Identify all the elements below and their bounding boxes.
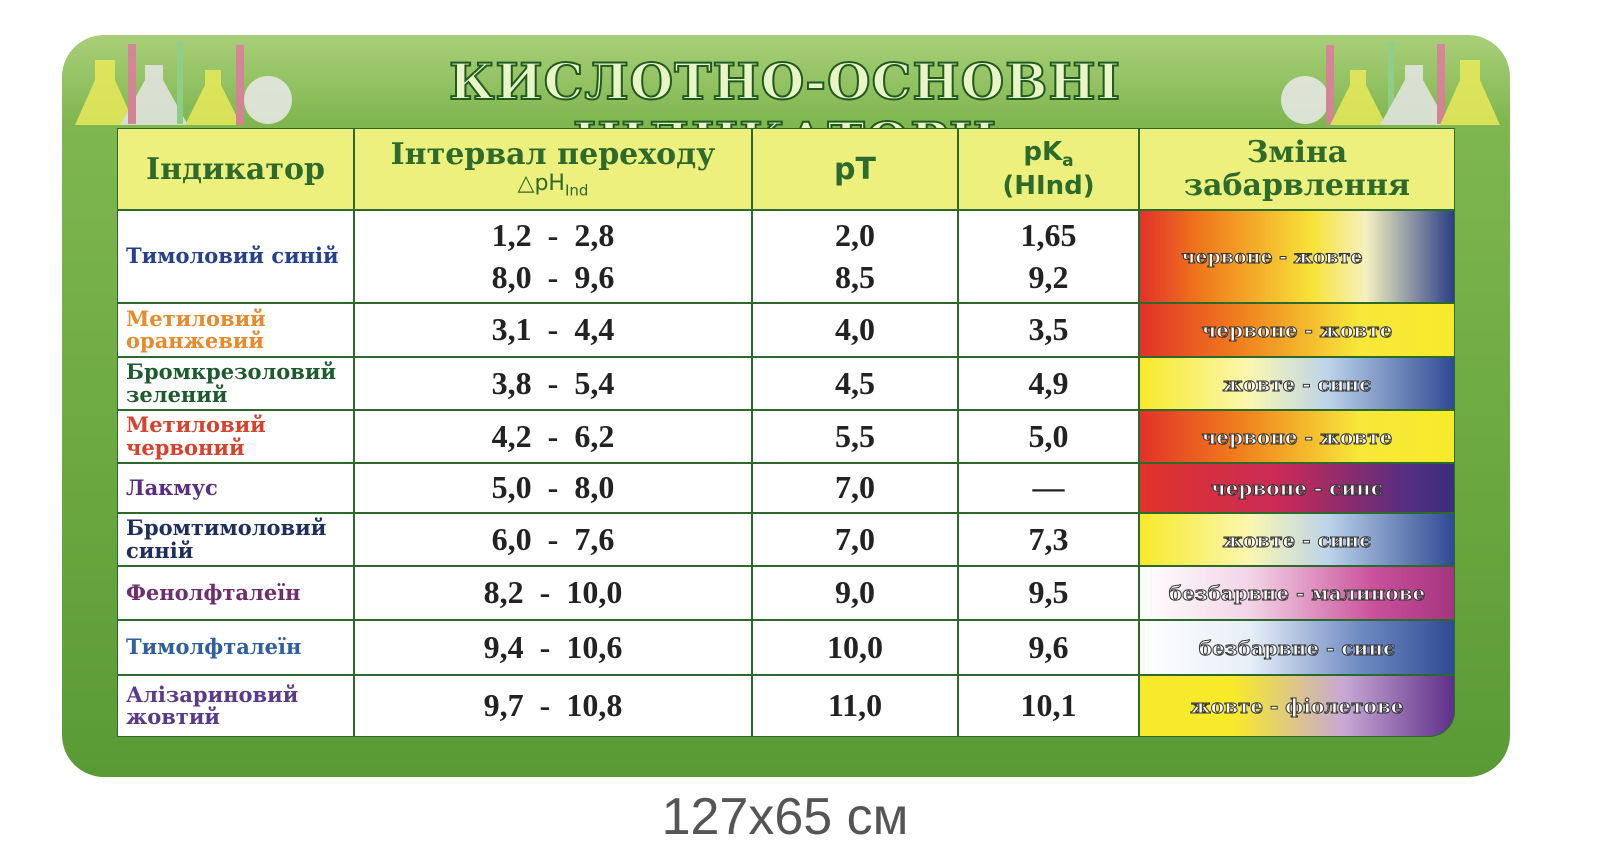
color-change: червоне - жовте — [1139, 210, 1455, 303]
color-change: жовте - синє — [1139, 357, 1455, 410]
header-suffix: (HInd) — [1002, 171, 1095, 202]
value-line: 9,2 — [1028, 258, 1069, 295]
value-line: 1,65 — [1020, 216, 1077, 253]
value-cell: 9,6 — [958, 620, 1139, 675]
value-line: 8,2 - 10,0 — [483, 574, 623, 611]
symbol: △pH — [517, 171, 565, 197]
value-line: 9,4 - 10,6 — [483, 628, 623, 665]
value-cell: 1,2 - 2,8 8,0 - 9,6 — [354, 210, 752, 303]
value-cell: 11,0 — [752, 675, 958, 737]
value-line: — — [1032, 469, 1065, 506]
indicator-name: Алізариновий жовтий — [117, 675, 354, 737]
value-cell: 9,7 - 10,8 — [354, 675, 752, 737]
value-cell: 4,5 — [752, 357, 958, 410]
header-symbol: pKa — [1023, 137, 1073, 171]
value-cell: 6,0 - 7,6 — [354, 513, 752, 566]
value-line: 7,0 — [835, 520, 875, 557]
value-cell: 4,9 — [958, 357, 1139, 410]
indicator-name: Лакмус — [117, 463, 354, 513]
color-change: жовте - фіолетове — [1139, 675, 1455, 737]
value-cell: 3,8 - 5,4 — [354, 357, 752, 410]
value-cell: 5,5 — [752, 410, 958, 463]
header-cell: Інтервал переходу △pHInd — [354, 128, 752, 210]
subscript: Ind — [564, 181, 589, 200]
indicator-name: Метиловий оранжевий — [117, 303, 354, 357]
value-line: 7,3 — [1028, 520, 1069, 557]
value-line: 5,0 - 8,0 — [491, 469, 615, 506]
color-change: жовте - синє — [1139, 513, 1455, 566]
indicator-name: Бромтимоловий синій — [117, 513, 354, 566]
header-symbol: △pHInd — [518, 171, 589, 199]
value-cell: 4,0 — [752, 303, 958, 357]
value-line: 10,0 — [827, 628, 883, 665]
value-line: 3,5 — [1028, 311, 1069, 348]
color-change: червоне - жовте — [1139, 303, 1455, 357]
value-cell: 4,2 - 6,2 — [354, 410, 752, 463]
value-line: 9,0 — [835, 574, 875, 611]
value-line: 3,1 - 4,4 — [491, 311, 615, 348]
value-line: 2,0 — [835, 216, 875, 253]
value-line: 7,0 — [835, 469, 875, 506]
value-cell: 9,4 - 10,6 — [354, 620, 752, 675]
header-cell: pKa (HInd) — [958, 128, 1139, 210]
value-cell: 9,5 — [958, 566, 1139, 620]
value-cell: 7,0 — [752, 513, 958, 566]
indicator-name: Метиловий червоний — [117, 410, 354, 463]
value-cell: 5,0 - 8,0 — [354, 463, 752, 513]
symbol: pK — [1023, 136, 1063, 167]
value-line: 1,2 - 2,8 — [491, 216, 615, 253]
value-cell: 7,0 — [752, 463, 958, 513]
header-cell: Зміна забарвлення — [1139, 128, 1455, 210]
value-cell: 10,1 — [958, 675, 1139, 737]
indicator-name: Тимоловий синій — [117, 210, 354, 303]
value-line: 5,0 — [1028, 417, 1069, 454]
value-cell: 7,3 — [958, 513, 1139, 566]
value-line: 4,9 — [1028, 364, 1069, 401]
size-note: 127x65 см — [661, 788, 909, 846]
value-line: 6,0 - 7,6 — [491, 520, 615, 557]
color-change: червоне - синє — [1139, 463, 1455, 513]
value-line: 8,5 — [835, 258, 875, 295]
value-cell: 3,5 — [958, 303, 1139, 357]
value-cell: 9,0 — [752, 566, 958, 620]
value-cell: 3,1 - 4,4 — [354, 303, 752, 357]
subscript: a — [1062, 151, 1074, 172]
value-line: 9,5 — [1028, 574, 1069, 611]
value-line: 8,0 - 9,6 — [491, 258, 615, 295]
header-cell: Індикатор — [117, 128, 354, 210]
indicator-name: Бромкрезоловий зелений — [117, 357, 354, 410]
header-cell: pT — [752, 128, 958, 210]
value-line: 9,6 — [1028, 628, 1069, 665]
color-change: червоне - жовте — [1139, 410, 1455, 463]
value-line: 4,2 - 6,2 — [491, 417, 615, 454]
value-line: 10,1 — [1020, 687, 1077, 724]
value-line: 11,0 — [827, 687, 883, 724]
value-line: 4,0 — [835, 311, 875, 348]
value-cell: 10,0 — [752, 620, 958, 675]
value-cell: 8,2 - 10,0 — [354, 566, 752, 620]
value-cell: 2,0 8,5 — [752, 210, 958, 303]
value-line: 4,5 — [835, 364, 875, 401]
value-cell: — — [958, 463, 1139, 513]
value-line: 3,8 - 5,4 — [491, 364, 615, 401]
value-cell: 1,65 9,2 — [958, 210, 1139, 303]
indicator-name: Тимолфталеїн — [117, 620, 354, 675]
value-cell: 5,0 — [958, 410, 1139, 463]
value-line: 9,7 - 10,8 — [483, 687, 623, 724]
flask-decor — [75, 42, 1500, 125]
value-line: 5,5 — [835, 417, 875, 454]
color-change: безбарвне - малинове — [1139, 566, 1455, 620]
color-change: безбарвне - синє — [1139, 620, 1455, 675]
indicator-name: Фенолфталеїн — [117, 566, 354, 620]
header-text: Інтервал переходу — [390, 137, 716, 173]
